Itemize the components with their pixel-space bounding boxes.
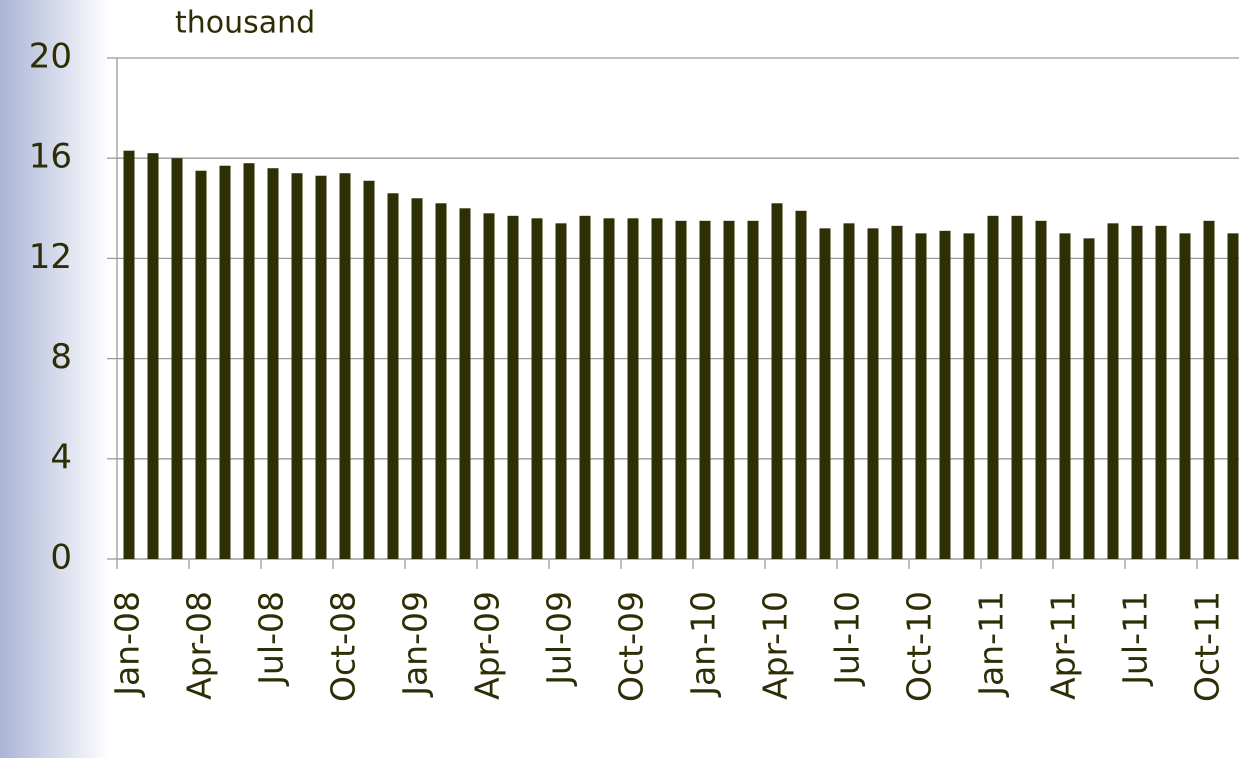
bar [675,220,687,559]
x-tick-label: Apr-08 [180,591,219,700]
bar [795,210,807,559]
bar [819,228,831,559]
bar [579,215,591,559]
bar [339,173,351,560]
x-tick-label: Jan-11 [972,591,1011,698]
x-tick-label: Apr-11 [1044,591,1083,700]
bar [867,228,879,559]
bar [483,213,495,559]
x-tick-label: Oct-11 [1188,591,1227,702]
bar [747,220,759,559]
bar [1107,223,1119,559]
x-tick-label: Jan-08 [108,591,147,698]
bar [315,175,327,560]
bar [267,168,279,559]
bar [1155,225,1167,559]
bar [1011,215,1023,559]
bar [459,208,471,560]
side-gradient [0,0,110,758]
x-tick-label: Jan-10 [684,591,723,698]
bar [123,150,135,559]
bar [531,218,543,559]
bar [651,218,663,559]
bar [147,153,159,559]
bar [891,225,903,559]
bar [915,233,927,559]
bar [171,158,183,559]
bar [963,233,975,559]
x-tick-label: Jan-09 [396,591,435,698]
x-tick-label: Oct-10 [900,591,939,702]
bar [1179,233,1191,559]
bar [939,230,951,559]
bar [627,218,639,559]
bar [219,165,231,559]
x-tick-label: Jul-09 [540,591,579,687]
bar [1203,220,1215,559]
bar [555,223,567,559]
y-axis-label: thousand [175,6,315,41]
bar [195,170,207,559]
x-tick-label: Jul-08 [252,591,291,687]
bar [699,220,711,559]
bar [1083,238,1095,560]
bar [243,163,255,559]
y-tick-label: 20 [29,37,72,77]
y-tick-label: 12 [29,237,72,277]
x-tick-label: Jul-10 [828,591,867,687]
x-tick-label: Apr-09 [468,591,507,700]
bar [987,215,999,559]
bar [771,203,783,560]
bar [363,180,375,559]
y-tick-label: 4 [50,437,72,477]
x-tick-label: Oct-09 [612,591,651,702]
bar [387,193,399,559]
bar [507,215,519,559]
y-tick-label: 8 [50,337,72,377]
bar [435,203,447,560]
y-tick-label: 16 [29,137,72,177]
bar [1131,225,1143,559]
bar [603,218,615,559]
bar [843,223,855,559]
x-tick-label: Apr-10 [756,591,795,700]
bar [1035,220,1047,559]
bar [1227,233,1239,559]
bar [723,220,735,559]
bar [291,173,303,560]
y-tick-label: 0 [50,538,72,578]
x-tick-label: Oct-08 [324,591,363,702]
x-tick-label: Jul-11 [1116,591,1155,687]
bar [411,198,423,559]
bar [1059,233,1071,559]
